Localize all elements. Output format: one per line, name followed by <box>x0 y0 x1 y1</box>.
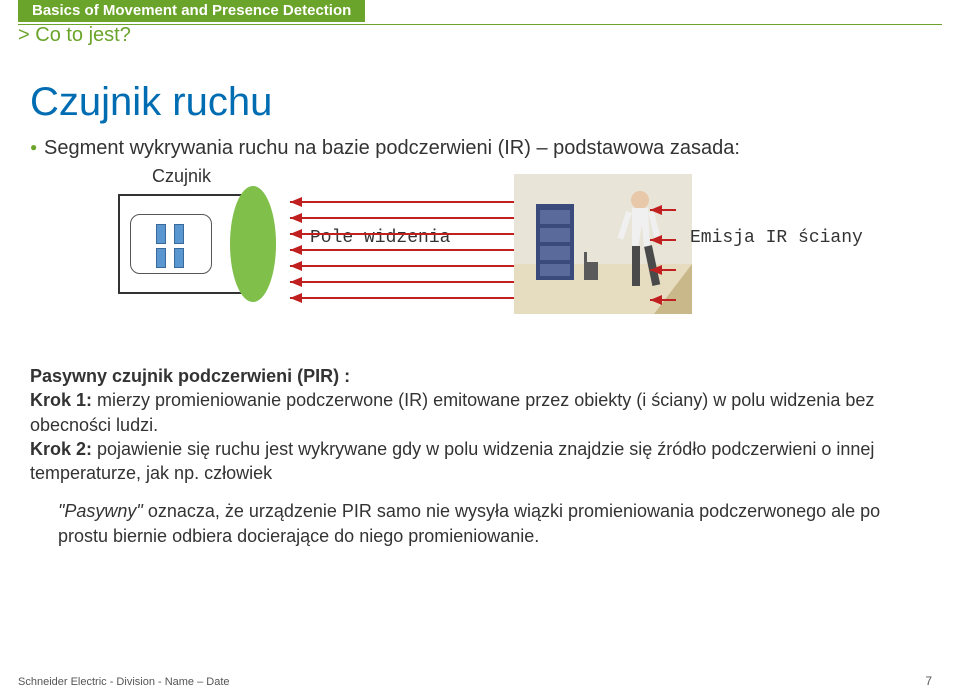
passive-quote-text: oznacza, że urządzenie PIR samo nie wysy… <box>58 501 880 545</box>
pir-heading: Pasywny czujnik podczerwieni (PIR) : <box>30 366 350 386</box>
sensor-cell <box>174 248 184 268</box>
body-text: Pasywny czujnik podczerwieni (PIR) : Kro… <box>30 364 930 548</box>
diagram: Czujnik Pole widzenia <box>30 166 930 346</box>
emission-label: Emisja IR ściany <box>690 228 863 248</box>
footer-text: Schneider Electric - Division - Name – D… <box>18 676 230 688</box>
sensor-cell <box>156 248 166 268</box>
slide-title: Czujnik ruchu <box>30 80 930 125</box>
page-number: 7 <box>925 674 932 688</box>
passive-quote-label: "Pasywny" <box>58 501 143 521</box>
section-header: Basics of Movement and Presence Detectio… <box>18 0 365 22</box>
sensor-chip <box>130 214 212 274</box>
slide-content: Czujnik ruchu Segment wykrywania ruchu n… <box>30 80 930 562</box>
header-rule <box>18 24 942 25</box>
sensor-label: Czujnik <box>152 166 211 187</box>
ir-arrows <box>276 192 676 312</box>
step2-label: Krok 2: <box>30 439 92 459</box>
lead-bullet: Segment wykrywania ruchu na bazie podcze… <box>30 137 930 160</box>
step2-text: pojawienie się ruchu jest wykrywane gdy … <box>30 439 874 483</box>
step1-text: mierzy promieniowanie podczerwone (IR) e… <box>30 390 874 434</box>
sensor-cell <box>156 224 166 244</box>
sensor-cell <box>174 224 184 244</box>
step1-label: Krok 1: <box>30 390 92 410</box>
sensor-lens <box>230 186 276 302</box>
breadcrumb-text: Co to jest? <box>35 24 131 46</box>
breadcrumb-chevron: > <box>18 24 30 46</box>
breadcrumb: > Co to jest? <box>18 24 131 47</box>
